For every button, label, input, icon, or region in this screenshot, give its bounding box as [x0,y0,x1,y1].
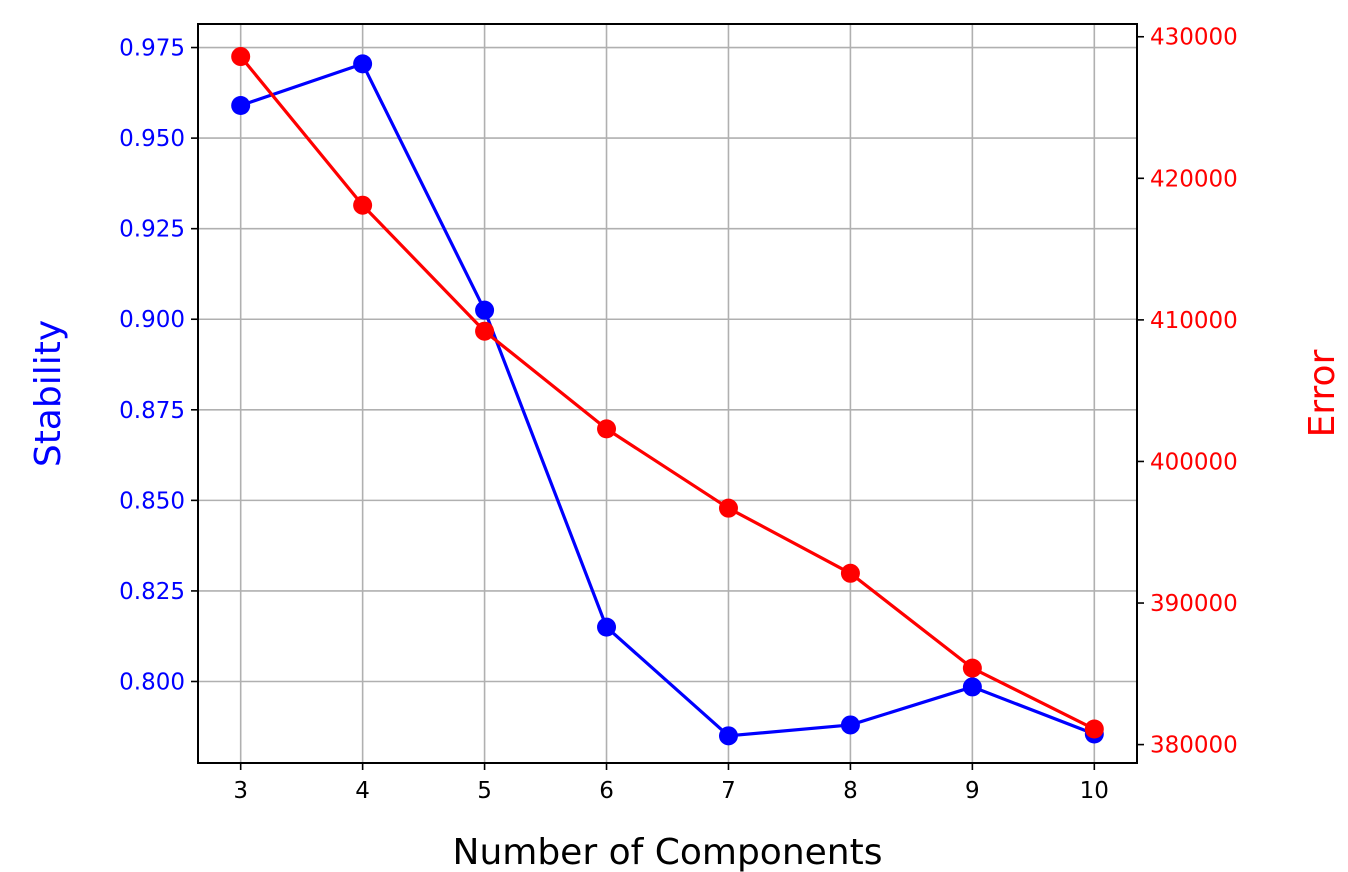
data-point-right [718,498,738,518]
data-point-right [231,47,251,67]
data-point-left [718,726,738,746]
data-point-right [1084,719,1104,739]
left-y-tick-label: 0.975 [119,36,185,62]
right-y-tick-label: 380000 [1150,733,1238,759]
right-y-tick-label: 390000 [1150,591,1238,617]
x-tick-label: 8 [843,778,858,804]
data-point-left [597,617,617,637]
series-line-right [239,55,1096,731]
x-tick-label: 9 [965,778,980,804]
data-point-left [353,54,373,74]
data-point-left [475,300,495,320]
tick-layer: 3 4 5 6 7 8 9 10 0.800 0.825 0.850 0.875 0.900 0.925 0… [119,25,1238,804]
data-point-left [231,96,251,116]
series-line-left [240,62,1095,738]
left-y-tick-label: 0.950 [119,126,185,152]
x-tick-label: 5 [477,778,492,804]
data-point-left [962,677,982,697]
left-y-axis-title: Stability [28,320,69,467]
grid-lines [198,24,1137,763]
data-point-right [597,419,617,439]
series-layer [231,47,1104,746]
x-tick-label: 10 [1080,778,1109,804]
x-tick-label: 3 [233,778,248,804]
right-y-tick-label: 430000 [1150,25,1238,51]
data-point-right [962,658,982,678]
left-y-tick-label: 0.875 [119,398,185,424]
x-tick-label: 7 [721,778,736,804]
left-y-tick-label: 0.925 [119,217,185,243]
right-y-tick-label: 420000 [1150,166,1238,192]
right-y-tick-label: 410000 [1150,308,1238,334]
data-point-left [840,715,860,735]
plot-frame [197,23,1138,764]
data-point-right [353,195,373,215]
x-tick-label: 6 [599,778,614,804]
right-y-axis-title: Error [1302,349,1343,437]
left-y-tick-label: 0.900 [119,307,185,333]
data-point-right [840,563,860,583]
left-y-tick-label: 0.800 [119,669,185,695]
left-y-tick-label: 0.850 [119,488,185,514]
right-y-tick-label: 400000 [1150,449,1238,475]
data-point-right [475,321,495,341]
x-axis-title: Number of Components [453,832,883,872]
x-tick-label: 4 [355,778,370,804]
left-y-tick-label: 0.825 [119,579,185,605]
